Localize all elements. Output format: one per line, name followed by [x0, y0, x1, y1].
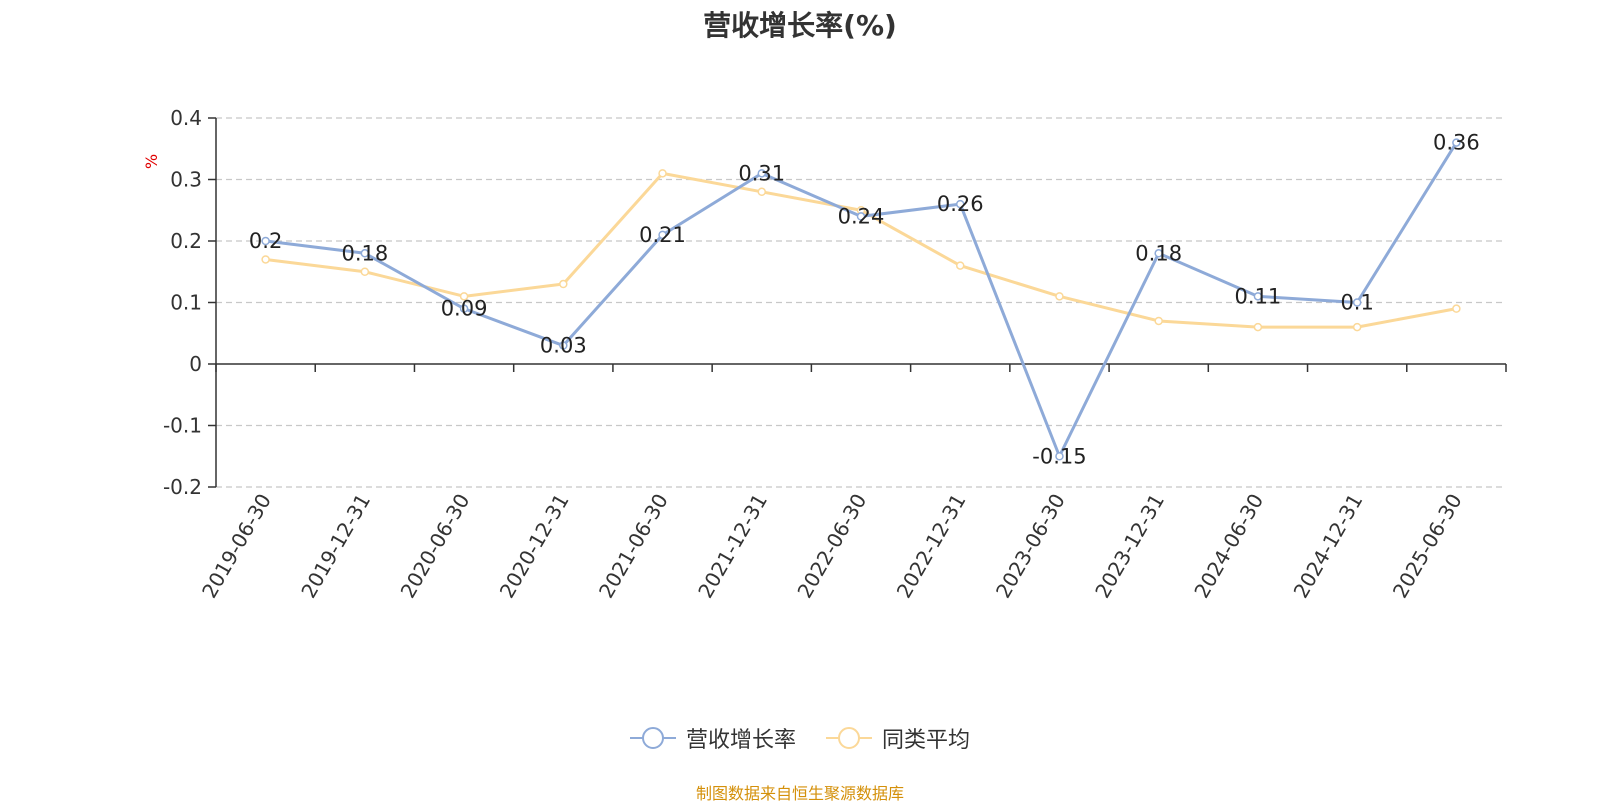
data-point — [1452, 138, 1461, 147]
data-point — [757, 169, 767, 178]
x-tick-label: 2021-12-31 — [693, 490, 772, 603]
data-label: 0.18 — [1135, 241, 1182, 265]
data-point — [1253, 292, 1263, 301]
data-point — [459, 304, 469, 313]
data-label-layer: 0.2 0.18 0.09 0.03 0.21 0.31 0.24 0.26 -0.15 0.18… — [249, 131, 1480, 469]
data-point — [360, 249, 370, 258]
data-label: 0.03 — [540, 334, 587, 358]
chart-title: 营收增长率(%) — [703, 9, 897, 42]
x-tick-label: 2020-12-31 — [495, 490, 574, 603]
legend-swatch-revenue-growth — [629, 726, 676, 750]
data-label: 0.21 — [639, 223, 686, 247]
data-label: 0.11 — [1235, 284, 1282, 308]
data-point — [1154, 249, 1163, 258]
legend-label-peer-average: 同类平均 — [882, 728, 971, 753]
data-label: 0.36 — [1433, 131, 1480, 155]
y-tick-label: 0 — [189, 352, 202, 376]
data-label: 0.1 — [1340, 291, 1373, 315]
data-point — [658, 230, 667, 240]
data-label: 0.24 — [838, 204, 885, 228]
x-tick-label: 2021-06-30 — [594, 490, 673, 603]
data-point — [856, 212, 866, 221]
data-point — [1352, 322, 1362, 332]
data-point — [1055, 452, 1064, 461]
series-layer — [261, 138, 1461, 461]
data-label: 0.31 — [738, 161, 785, 185]
data-point — [1055, 292, 1064, 301]
data-point — [360, 267, 370, 276]
data-point — [1352, 298, 1362, 307]
data-point — [559, 341, 568, 350]
x-tick-label: 2022-06-30 — [792, 490, 871, 603]
data-point — [658, 169, 667, 178]
legend: 营收增长率 同类平均 — [0, 722, 1600, 754]
data-point — [955, 261, 965, 270]
x-tick-label: 2023-06-30 — [991, 490, 1070, 603]
data-label: 0.26 — [937, 192, 984, 216]
grid-layer — [216, 117, 1506, 488]
x-tick-label: 2019-06-30 — [197, 490, 276, 603]
legend-swatch-peer-average — [826, 726, 872, 750]
data-point — [955, 199, 965, 209]
x-tick-label: 2024-06-30 — [1189, 490, 1268, 603]
y-tick-label: -0.2 — [163, 475, 202, 499]
x-tick-label: 2025-06-30 — [1388, 490, 1467, 603]
y-tick-label: 0.3 — [170, 168, 202, 192]
data-point — [559, 279, 568, 289]
data-point — [261, 255, 270, 264]
data-source-note: 制图数据来自恒生聚源数据库 — [695, 784, 904, 803]
y-tick-label: 0.2 — [170, 229, 202, 253]
y-tick-label: 0.1 — [170, 291, 202, 315]
legend-label-revenue-growth: 营收增长率 — [685, 728, 796, 753]
data-point — [757, 187, 767, 197]
data-label: -0.15 — [1032, 444, 1086, 468]
data-label: 0.09 — [441, 297, 488, 321]
y-tick-label: -0.1 — [163, 414, 202, 438]
data-point — [1253, 322, 1263, 332]
x-tick-label: 2020-06-30 — [396, 489, 475, 602]
x-tick-label: 2023-12-31 — [1090, 490, 1169, 603]
data-point — [261, 236, 270, 246]
y-tick-label: 0.4 — [170, 106, 202, 130]
data-point — [1154, 316, 1163, 326]
data-label: 0.18 — [341, 241, 388, 265]
x-tick-label: 2024-12-31 — [1289, 490, 1368, 603]
legend-item-peer-average[interactable]: 同类平均 — [826, 722, 970, 754]
data-label: 0.2 — [249, 229, 282, 253]
x-tick-label: 2022-12-31 — [892, 489, 971, 602]
data-point — [459, 292, 469, 301]
data-point — [1452, 304, 1461, 313]
x-tick-label: 2019-12-31 — [296, 490, 375, 603]
legend-item-revenue-growth[interactable]: 营收增长率 — [629, 722, 796, 754]
